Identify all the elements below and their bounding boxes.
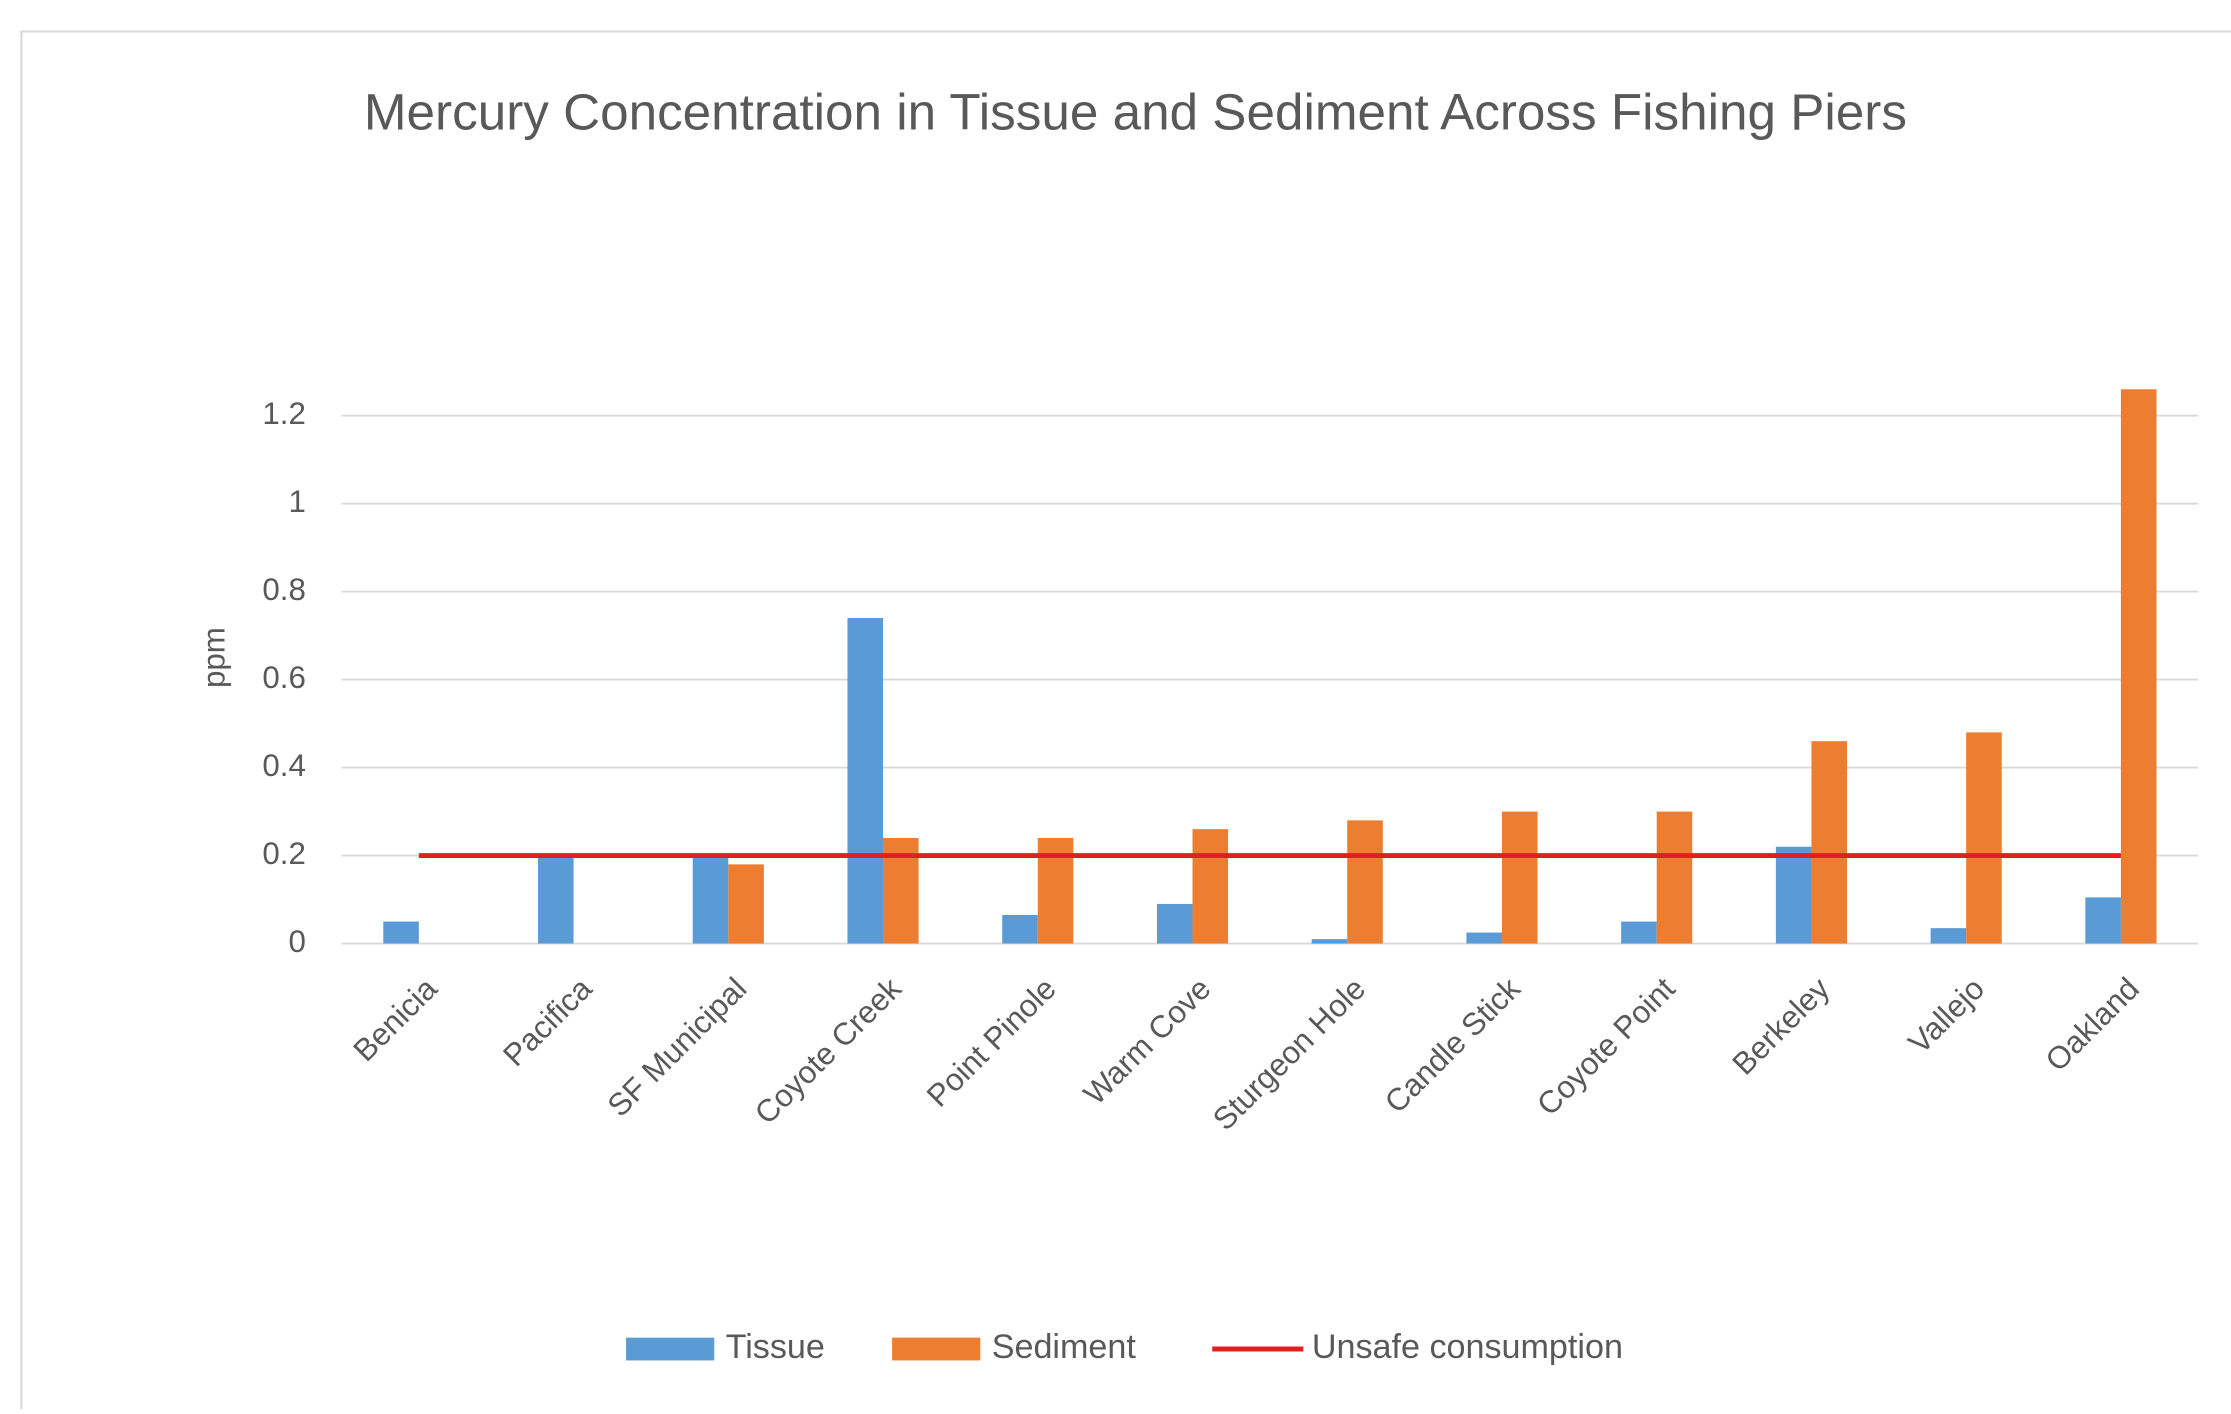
bar <box>1811 741 1848 944</box>
x-tick-label: Point Pinole <box>920 971 1063 1114</box>
y-tick-label: 0.6 <box>262 660 306 695</box>
bar <box>1501 811 1538 944</box>
legend-label: Tissue <box>726 1328 825 1366</box>
y-tick-label: 0.4 <box>262 748 306 783</box>
legend-label: Unsafe consumption <box>1312 1328 1623 1366</box>
bar <box>692 855 729 944</box>
title-box: Mercury Concentration in Tissue and Sedi… <box>363 82 1907 142</box>
y-tick-label: 0.8 <box>262 572 306 607</box>
x-tick-label: Vallejo <box>1902 971 1992 1061</box>
x-tick-label: Coyote Point <box>1530 971 1682 1123</box>
y-tick-label: 0 <box>289 924 306 959</box>
bar <box>2085 897 2121 944</box>
x-tick-label: Benicia <box>347 970 445 1068</box>
y-tick-label: 1 <box>289 484 306 519</box>
bar <box>847 618 884 944</box>
legend-swatch <box>892 1337 981 1361</box>
legend-label: Sediment <box>992 1328 1137 1366</box>
x-tick-label: Oakland <box>2039 971 2146 1078</box>
x-tick-label: Candle Stick <box>1378 971 1527 1120</box>
bar <box>538 855 574 944</box>
chart-title: Mercury Concentration in Tissue and Sedi… <box>363 82 1907 142</box>
bar <box>728 864 764 944</box>
bar <box>1002 914 1038 944</box>
x-tick-label: SF Municipal <box>601 971 754 1124</box>
x-tick-label: Warm Cove <box>1077 971 1218 1112</box>
bar <box>1621 921 1657 944</box>
bar <box>1156 903 1193 944</box>
bar <box>1966 732 2002 944</box>
bar <box>1930 928 1967 944</box>
legend-swatch <box>626 1337 715 1361</box>
bar <box>383 921 419 944</box>
bar <box>1347 820 1383 944</box>
y-axis-label: ppm <box>197 627 232 688</box>
bar <box>1311 939 1348 944</box>
bar <box>1466 932 1502 944</box>
x-tick-label: Pacifica <box>496 970 599 1073</box>
x-tick-label: Coyote Creek <box>748 971 908 1131</box>
bar <box>1775 846 1812 944</box>
bar <box>1192 829 1229 944</box>
chart-frame <box>20 30 2231 1414</box>
x-tick-label: Berkeley <box>1726 971 1837 1082</box>
y-tick-label: 1.2 <box>262 396 306 431</box>
y-tick-label: 0.2 <box>262 836 306 871</box>
bar <box>1656 811 1693 944</box>
x-tick-label: Sturgeon Hole <box>1206 971 1372 1137</box>
bar <box>2120 389 2157 944</box>
